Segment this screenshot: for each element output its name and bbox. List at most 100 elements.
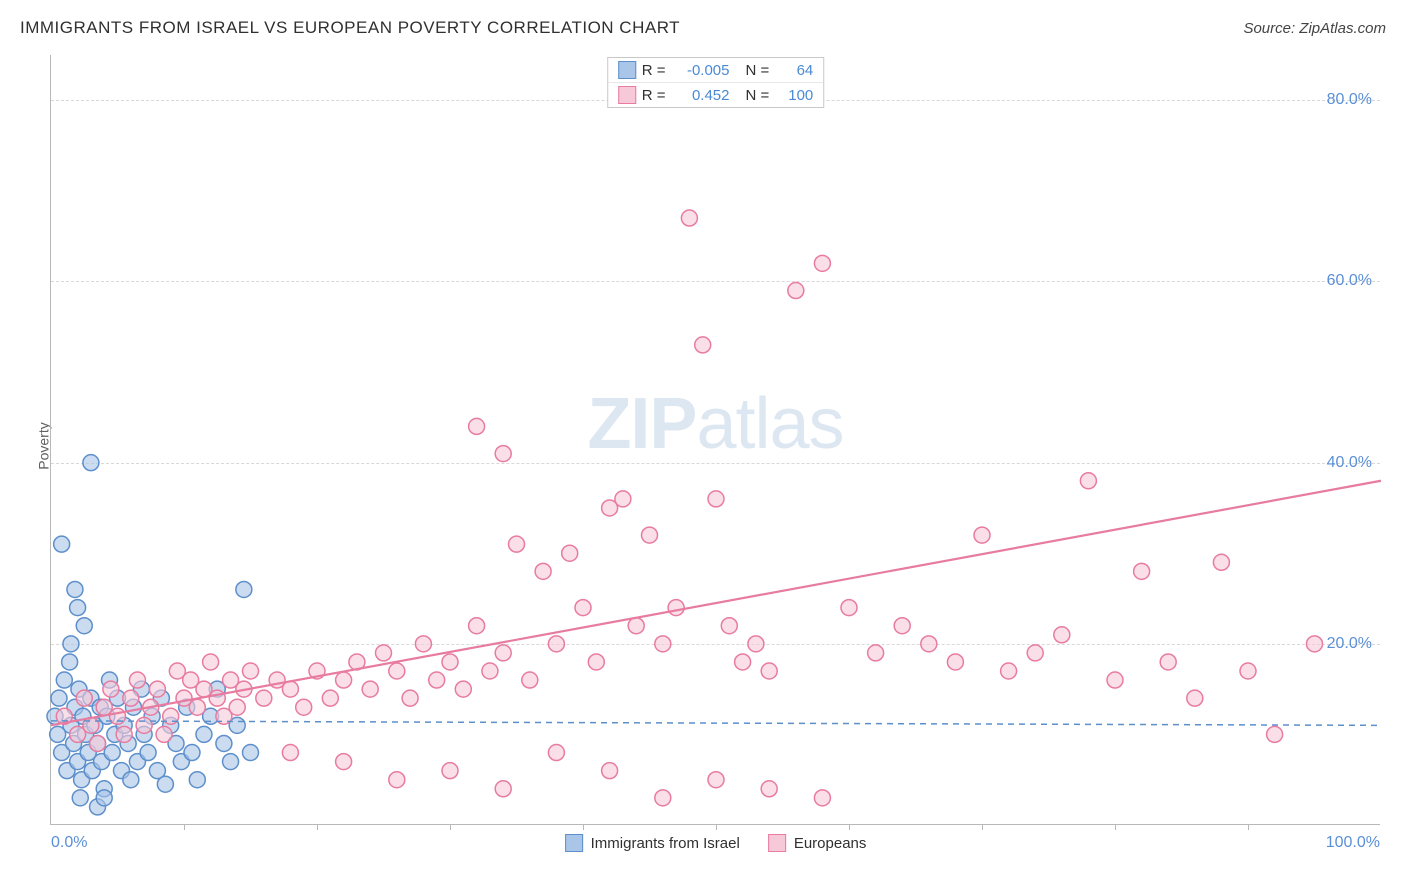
data-point: [322, 690, 338, 706]
data-point: [615, 491, 631, 507]
series-legend: Immigrants from Israel Europeans: [565, 834, 867, 852]
data-point: [236, 581, 252, 597]
data-point: [1267, 726, 1283, 742]
data-point: [761, 781, 777, 797]
data-point: [63, 636, 79, 652]
data-point: [156, 726, 172, 742]
plot-area: ZIPatlas 20.0%40.0%60.0%80.0% R = -0.005…: [50, 55, 1380, 825]
x-tick-min: 0.0%: [51, 834, 87, 852]
swatch-series-2-bottom: [768, 834, 786, 852]
data-point: [788, 283, 804, 299]
data-point: [256, 690, 272, 706]
correlation-legend: R = -0.005 N = 64 R = 0.452 N = 100: [607, 57, 825, 108]
data-point: [974, 527, 990, 543]
legend-label-2: Europeans: [794, 835, 867, 852]
data-point: [1054, 627, 1070, 643]
legend-n-label: N =: [746, 87, 770, 104]
trend-line: [51, 721, 1381, 726]
data-point: [947, 654, 963, 670]
legend-label-1: Immigrants from Israel: [591, 835, 740, 852]
legend-r-value-2: 0.452: [672, 87, 730, 104]
data-point: [814, 255, 830, 271]
data-point: [429, 672, 445, 688]
data-point: [402, 690, 418, 706]
data-point: [56, 672, 72, 688]
data-point: [894, 618, 910, 634]
swatch-series-1: [618, 61, 636, 79]
data-point: [482, 663, 498, 679]
legend-item-1: Immigrants from Israel: [565, 834, 740, 852]
data-point: [229, 699, 245, 715]
data-point: [575, 600, 591, 616]
data-point: [1213, 554, 1229, 570]
data-point: [868, 645, 884, 661]
data-point: [129, 672, 145, 688]
data-point: [209, 690, 225, 706]
data-point: [695, 337, 711, 353]
data-point: [282, 745, 298, 761]
data-point: [216, 735, 232, 751]
data-point: [1027, 645, 1043, 661]
data-point: [90, 735, 106, 751]
data-point: [96, 790, 112, 806]
data-point: [548, 745, 564, 761]
data-point: [54, 536, 70, 552]
data-point: [203, 654, 219, 670]
data-point: [62, 654, 78, 670]
chart-title: IMMIGRANTS FROM ISRAEL VS EUROPEAN POVER…: [20, 18, 680, 38]
data-point: [415, 636, 431, 652]
legend-item-2: Europeans: [768, 834, 867, 852]
data-point: [814, 790, 830, 806]
data-point: [1080, 473, 1096, 489]
data-point: [708, 772, 724, 788]
data-point: [469, 618, 485, 634]
data-point: [655, 636, 671, 652]
data-point: [748, 636, 764, 652]
data-point: [681, 210, 697, 226]
data-point: [336, 672, 352, 688]
data-point: [761, 663, 777, 679]
data-point: [841, 600, 857, 616]
legend-n-label: N =: [746, 62, 770, 79]
legend-row-1: R = -0.005 N = 64: [608, 58, 824, 82]
data-point: [455, 681, 471, 697]
data-point: [495, 446, 511, 462]
data-point: [548, 636, 564, 652]
legend-n-value-2: 100: [775, 87, 813, 104]
data-point: [1001, 663, 1017, 679]
data-point: [116, 726, 132, 742]
data-point: [76, 618, 92, 634]
data-point: [522, 672, 538, 688]
trend-line: [51, 481, 1381, 726]
data-point: [362, 681, 378, 697]
data-point: [495, 645, 511, 661]
data-point: [1134, 563, 1150, 579]
swatch-series-2: [618, 86, 636, 104]
data-point: [668, 600, 684, 616]
data-point: [149, 681, 165, 697]
data-point: [140, 745, 156, 761]
data-point: [376, 645, 392, 661]
data-point: [1107, 672, 1123, 688]
x-tick-max: 100.0%: [1326, 834, 1380, 852]
title-bar: IMMIGRANTS FROM ISRAEL VS EUROPEAN POVER…: [20, 18, 1386, 38]
data-point: [282, 681, 298, 697]
data-point: [628, 618, 644, 634]
data-point: [243, 663, 259, 679]
data-point: [655, 790, 671, 806]
data-point: [136, 717, 152, 733]
data-point: [223, 754, 239, 770]
data-point: [495, 781, 511, 797]
data-point: [1160, 654, 1176, 670]
data-point: [336, 754, 352, 770]
data-point: [442, 763, 458, 779]
data-point: [1240, 663, 1256, 679]
source-label: Source: ZipAtlas.com: [1243, 20, 1386, 37]
data-point: [389, 772, 405, 788]
data-point: [588, 654, 604, 670]
data-point: [389, 663, 405, 679]
data-point: [243, 745, 259, 761]
data-point: [51, 690, 67, 706]
data-point: [735, 654, 751, 670]
data-point: [189, 772, 205, 788]
